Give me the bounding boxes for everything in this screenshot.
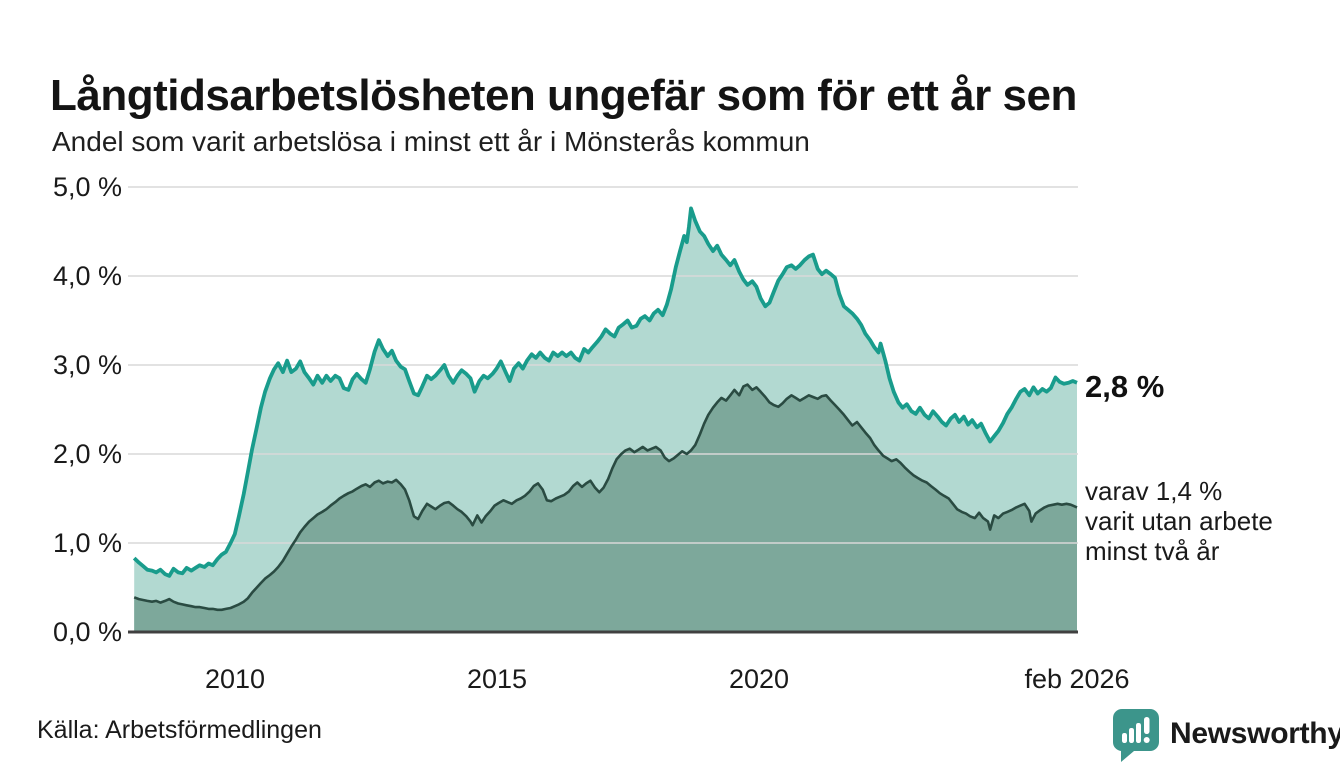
chart-subtitle: Andel som varit arbetslösa i minst ett å… [52,126,810,157]
x-tick-label: 2010 [205,664,265,694]
newsworthy-logo-icon [1112,709,1159,762]
logo-bar-small [1122,733,1127,743]
page-title: Långtidsarbetslösheten ungefär som för e… [50,71,1077,121]
source-attribution: Källa: Arbetsförmedlingen [37,716,322,744]
end-value-label-two-years: varav 1,4 % varit utan arbete minst två … [1085,476,1335,566]
x-tick-label: feb 2026 [1024,664,1129,694]
line-two-years [133,383,1078,612]
y-tick-label: 2,0 % [53,439,122,469]
annotation-line-2: varit utan arbete [1085,506,1273,536]
logo-exclamation-bar [1144,717,1150,734]
y-tick-label: 0,0 % [53,617,122,647]
x-tick-label: 2015 [467,664,527,694]
annotation-line-3: minst två år [1085,536,1220,566]
y-tick-label: 1,0 % [53,528,122,558]
logo-bar-medium [1129,728,1134,743]
y-tick-label: 4,0 % [53,261,122,291]
line-total [132,206,1078,578]
newsworthy-logo: Newsworthy [1112,708,1340,762]
y-tick-label: 5,0 % [53,172,122,202]
end-value-label-total: 2,8 % [1085,369,1165,404]
x-tick-label: 2020 [729,664,789,694]
logo-bar-large [1136,723,1141,743]
area-fill-series-1 [134,384,1077,632]
logo-exclamation-dot [1143,737,1150,743]
annotation-line-1: varav 1,4 % [1085,476,1223,506]
brand-name: Newsworthy [1170,717,1340,750]
y-tick-label: 3,0 % [53,350,122,380]
